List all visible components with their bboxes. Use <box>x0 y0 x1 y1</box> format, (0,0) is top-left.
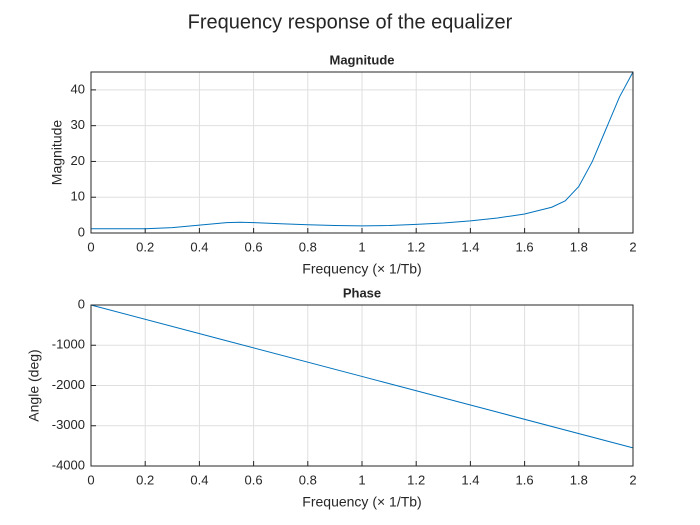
x-tick-label: 0.2 <box>136 472 154 487</box>
x-axis-label: Frequency (× 1/Tb) <box>302 261 421 277</box>
y-tick-label: 0 <box>78 224 85 239</box>
x-tick-label: 0 <box>87 239 94 254</box>
x-tick-label: 1.8 <box>570 239 588 254</box>
x-tick-label: 0.6 <box>245 472 263 487</box>
x-tick-label: 0.2 <box>136 239 154 254</box>
subplot-title: Phase <box>343 285 381 300</box>
axes-box <box>90 304 634 467</box>
x-tick-label: 0.8 <box>299 239 317 254</box>
figure-title: Frequency response of the equalizer <box>188 11 513 33</box>
x-tick-label: 1.2 <box>407 239 425 254</box>
y-tick-label: -2000 <box>52 377 85 392</box>
y-tick-label: -1000 <box>52 337 85 352</box>
x-tick-label: 1.6 <box>516 472 534 487</box>
data-line <box>91 71 634 230</box>
x-tick-label: 1.4 <box>461 239 479 254</box>
y-axis-label: Angle (deg) <box>26 349 42 421</box>
x-tick-label: 1.2 <box>407 472 425 487</box>
y-axis-label: Magnitude <box>49 120 65 186</box>
x-tick-label: 1.4 <box>461 472 479 487</box>
x-tick-label: 1 <box>358 239 365 254</box>
y-tick-label: 10 <box>71 189 85 204</box>
x-axis-label: Frequency (× 1/Tb) <box>302 494 421 510</box>
x-tick-label: 0.4 <box>190 472 208 487</box>
x-tick-label: 0.4 <box>190 239 208 254</box>
y-tick-label: 40 <box>71 81 85 96</box>
y-tick-label: 30 <box>71 117 85 132</box>
x-tick-label: 1 <box>358 472 365 487</box>
subplot-title: Magnitude <box>330 52 395 67</box>
axes-box <box>90 71 634 234</box>
data-line <box>90 304 634 449</box>
x-tick-label: 1.8 <box>570 472 588 487</box>
x-tick-label: 2 <box>629 472 636 487</box>
y-tick-label: -4000 <box>52 457 85 472</box>
y-tick-label: 0 <box>78 296 85 311</box>
x-tick-label: 2 <box>629 239 636 254</box>
x-tick-label: 0.8 <box>299 472 317 487</box>
x-tick-label: 0 <box>87 472 94 487</box>
x-tick-label: 1.6 <box>516 239 534 254</box>
x-tick-label: 0.6 <box>245 239 263 254</box>
y-tick-label: 20 <box>71 153 85 168</box>
y-tick-label: -3000 <box>52 417 85 432</box>
